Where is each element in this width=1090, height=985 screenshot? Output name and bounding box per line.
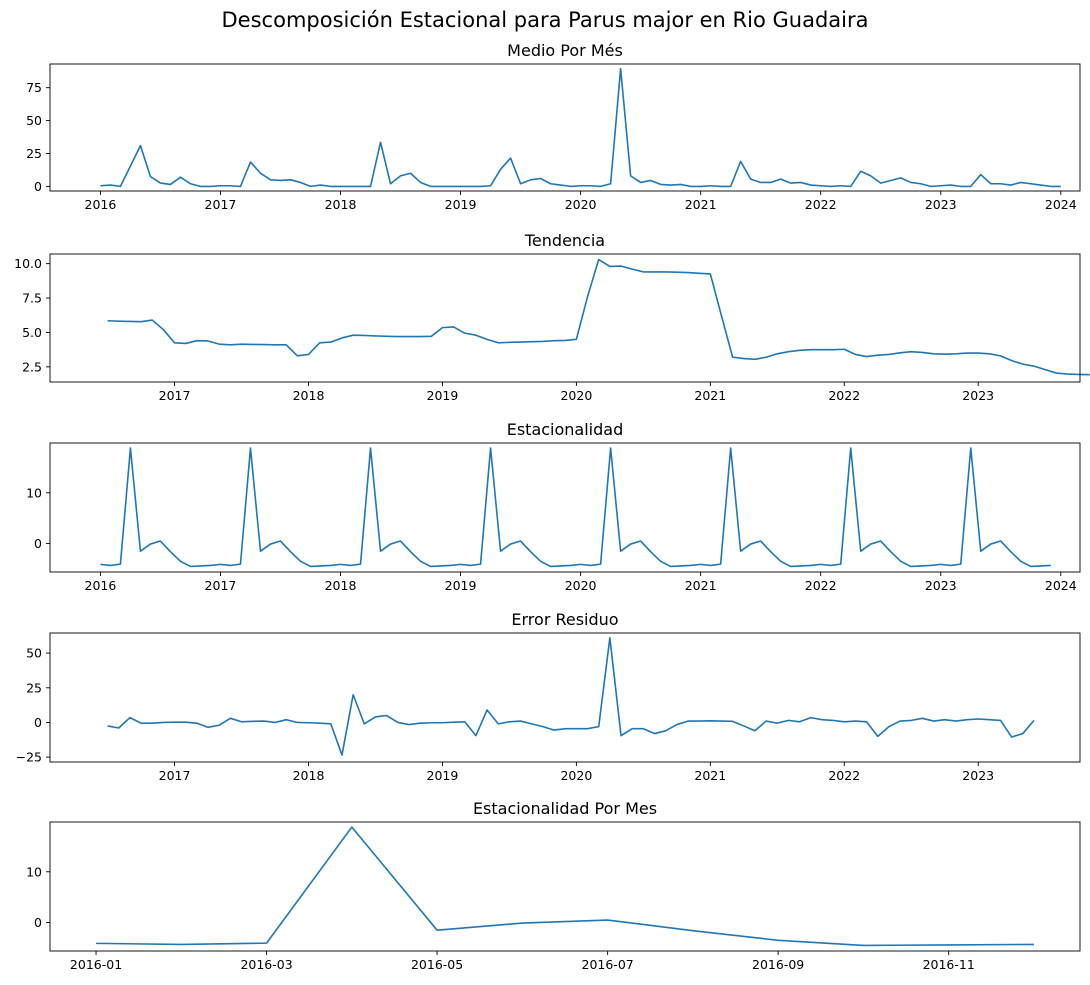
subplot-title: Tendencia: [524, 231, 605, 250]
y-tick-label: 50: [26, 113, 42, 128]
x-tick-label: 2023: [925, 197, 957, 212]
x-tick-label: 2021: [685, 578, 717, 593]
y-tick-label: 10: [26, 485, 42, 500]
x-tick-label: 2017: [205, 578, 237, 593]
subplot-3: Estacionalidad 2016 2017 2018 2019 2020 2021 20…: [26, 420, 1081, 593]
axes-frame: [49, 442, 1081, 573]
x-tick-label: 2018: [325, 197, 357, 212]
x-tick-label: 2016-03: [240, 957, 292, 972]
x-tick-label: 2023: [962, 388, 994, 403]
x-tick-label: 2017: [159, 768, 191, 783]
x-tick-label: 2022: [828, 768, 860, 783]
x-tick-label: 2016-11: [923, 957, 975, 972]
series-line: [96, 826, 1034, 947]
subplot-title: Medio Por Més: [507, 41, 623, 60]
series-line: [107, 637, 1035, 756]
y-tick-label: 25: [26, 146, 42, 161]
x-tick-label: 2018: [293, 388, 325, 403]
subplot-2: Tendencia 2017 2018 2019 2020 2021 2022 2023 2.5…: [14, 231, 1090, 403]
x-tick-label: 2024: [1045, 578, 1077, 593]
y-tick-label: 25: [26, 680, 42, 695]
x-tick-label: 2022: [805, 578, 837, 593]
x-tick-label: 2020: [565, 578, 597, 593]
x-tick-label: 2017: [159, 388, 191, 403]
subplot-5: Estacionalidad Por Mes 2016-01 2016-03 2016…: [26, 799, 1081, 972]
x-tick-label: 2021: [685, 197, 717, 212]
axes-frame: [49, 253, 1081, 383]
x-tick-label: 2016: [85, 578, 117, 593]
series-line: [100, 67, 1061, 188]
series-line: [100, 447, 1051, 568]
x-tick-label: 2019: [445, 197, 477, 212]
subplot-1: Medio Por Més 2016 2017 2018 2019 2020 2021 202…: [26, 41, 1081, 212]
x-tick-label: 2022: [805, 197, 837, 212]
subplot-title: Estacionalidad: [507, 420, 624, 439]
y-tick-label: 10: [26, 864, 42, 879]
subplot-title: Error Residuo: [511, 610, 618, 629]
x-tick-label: 2019: [427, 388, 459, 403]
x-tick-label: 2018: [325, 578, 357, 593]
figure-title: Descomposición Estacional para Parus maj…: [222, 8, 869, 32]
y-tick-label: 0: [34, 715, 42, 730]
y-tick-label: 0: [34, 915, 42, 930]
y-tick-label: 75: [26, 80, 42, 95]
x-tick-label: 2016: [85, 197, 117, 212]
x-tick-label: 2017: [205, 197, 237, 212]
y-tick-label: 5.0: [22, 325, 42, 340]
x-tick-label: 2020: [565, 197, 597, 212]
x-tick-label: 2023: [925, 578, 957, 593]
subplot-title: Estacionalidad Por Mes: [473, 799, 657, 818]
x-tick-label: 2023: [962, 768, 994, 783]
y-tick-label: 0: [34, 536, 42, 551]
subplot-4: Error Residuo 2017 2018 2019 2020 2021 2022 202…: [16, 610, 1081, 783]
x-tick-label: 2021: [694, 768, 726, 783]
y-tick-label: 50: [26, 646, 42, 661]
x-tick-label: 2018: [293, 768, 325, 783]
y-tick-label: 2.5: [22, 359, 42, 374]
axes-frame: [49, 632, 1081, 763]
x-tick-label: 2021: [694, 388, 726, 403]
x-tick-label: 2019: [445, 578, 477, 593]
x-tick-label: 2016-01: [70, 957, 122, 972]
series-line: [107, 258, 1090, 376]
x-tick-label: 2022: [828, 388, 860, 403]
x-tick-label: 2016-05: [411, 957, 463, 972]
axes-frame: [49, 821, 1081, 952]
axes-frame: [49, 63, 1081, 192]
y-tick-label: 0: [34, 179, 42, 194]
x-tick-label: 2024: [1045, 197, 1077, 212]
y-tick-label: −25: [16, 750, 42, 765]
x-tick-label: 2019: [427, 768, 459, 783]
x-tick-label: 2020: [560, 768, 592, 783]
x-tick-label: 2016-09: [752, 957, 804, 972]
x-tick-label: 2020: [560, 388, 592, 403]
x-tick-label: 2016-07: [582, 957, 634, 972]
y-tick-label: 10.0: [14, 256, 42, 271]
y-tick-label: 7.5: [22, 291, 42, 306]
